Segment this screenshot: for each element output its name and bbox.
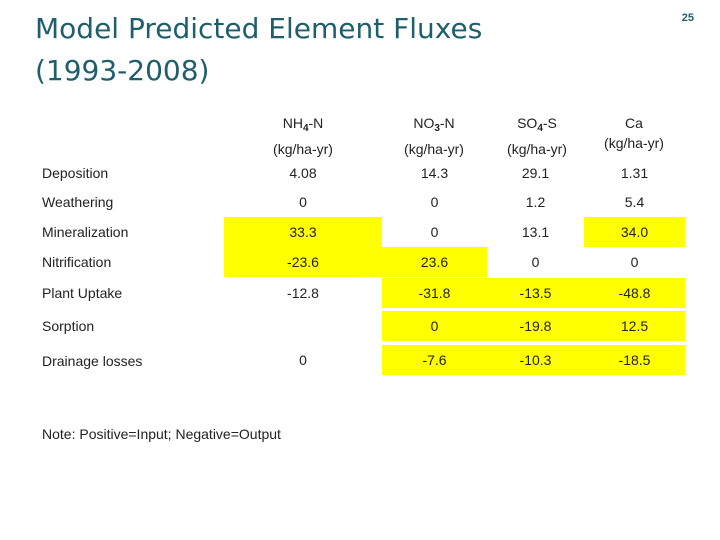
table-cell: 29.1: [521, 165, 550, 181]
table-cell: 34.0: [584, 217, 685, 247]
table-cell: -13.5: [487, 278, 584, 308]
column-header-suffix: -N: [439, 115, 455, 131]
column-header-suffix: -N: [308, 115, 324, 131]
column-header-prefix: SO: [517, 115, 538, 131]
slide-title: Model Predicted Element Fluxes (1993-200…: [35, 8, 595, 92]
table-cell: -48.8: [584, 278, 685, 308]
column-header-subscript: 3: [434, 123, 440, 134]
row-label: Drainage losses: [42, 353, 143, 369]
column-header-subscript: 4: [537, 123, 543, 134]
column-header-name: NO3-N: [369, 113, 499, 139]
column-header: SO4-S (kg/ha-yr): [472, 113, 602, 159]
column-header-subscript: 4: [302, 123, 309, 134]
table-cell: 23.6: [382, 247, 487, 277]
column-header: NH4-N (kg/ha-yr): [238, 113, 368, 159]
table-cell: -31.8: [382, 278, 487, 308]
table-cell: 0: [382, 311, 487, 341]
table-cell: 4.08: [289, 165, 317, 181]
table-cell: -7.6: [382, 345, 487, 375]
column-header-unit: (kg/ha-yr): [273, 141, 333, 157]
table-cell: -23.6: [224, 247, 382, 277]
column-header-name: Ca: [569, 113, 699, 133]
row-label: Weathering: [42, 194, 114, 210]
column-header: NO3-N (kg/ha-yr): [369, 113, 499, 159]
column-header-unit: (kg/ha-yr): [404, 141, 464, 157]
column-header-unit: (kg/ha-yr): [507, 141, 567, 157]
page-number: 25: [681, 12, 694, 24]
table-cell: -12.8: [287, 285, 319, 301]
title-line-1: Model Predicted Element Fluxes: [35, 12, 483, 45]
footnote: Note: Positive=Input; Negative=Output: [42, 426, 281, 442]
column-header-prefix: Ca: [625, 115, 643, 131]
table-cell: 14.3: [420, 165, 449, 181]
row-label: Nitrification: [42, 254, 112, 270]
table-cell: 0: [430, 224, 439, 240]
column-header: Ca (kg/ha-yr): [569, 113, 699, 153]
row-label: Deposition: [42, 165, 109, 181]
table-cell: -18.5: [584, 345, 685, 375]
table-cell: 5.4: [624, 194, 645, 210]
table-cell: 12.5: [584, 311, 685, 341]
column-header-name: NH4-N: [238, 113, 368, 139]
table-cell: [224, 311, 382, 341]
table-cell: 1.2: [525, 194, 546, 210]
table-cell: 0: [299, 194, 307, 210]
table-cell: 13.1: [521, 224, 550, 240]
column-header-prefix: NO: [413, 115, 435, 131]
table-cell: -19.8: [487, 311, 584, 341]
column-header-prefix: NH: [282, 115, 303, 131]
table-cell: -10.3: [487, 345, 584, 375]
table-cell: 0: [531, 254, 540, 270]
row-label: Sorption: [42, 318, 95, 334]
title-line-2: (1993-2008): [35, 54, 210, 87]
table-cell: 0: [630, 254, 639, 270]
table-cell: 0: [430, 194, 439, 210]
table-cell: 0: [299, 352, 307, 368]
row-label: Mineralization: [42, 224, 129, 240]
table-cell: 1.31: [620, 165, 649, 181]
column-header-unit: (kg/ha-yr): [604, 135, 664, 151]
column-header-suffix: -S: [542, 115, 557, 131]
row-label: Plant Uptake: [42, 285, 123, 301]
table-cell: 33.3: [224, 217, 382, 247]
column-header-name: SO4-S: [472, 113, 602, 139]
